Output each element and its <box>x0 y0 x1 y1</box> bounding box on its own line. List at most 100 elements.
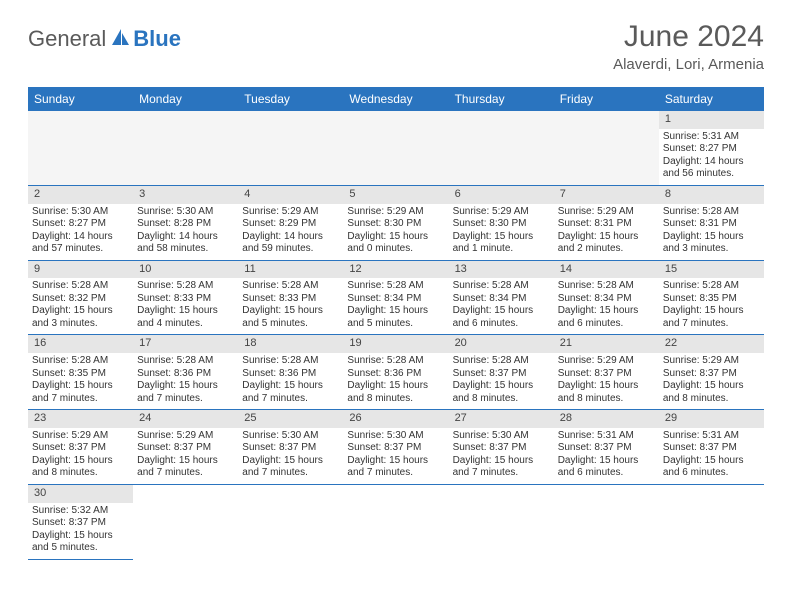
week-row: 2 Sunrise: 5:30 AMSunset: 8:27 PMDaylight… <box>28 185 764 260</box>
day-number: 8 <box>659 186 764 204</box>
day-number: 20 <box>449 335 554 353</box>
day-details: Sunrise: 5:28 AMSunset: 8:35 PMDaylight:… <box>32 355 129 405</box>
day-number: 29 <box>659 410 764 428</box>
day-number: 21 <box>554 335 659 353</box>
day-cell: 28Sunrise: 5:31 AMSunset: 8:37 PMDayligh… <box>554 410 659 485</box>
day-number: 22 <box>659 335 764 353</box>
day-number: 5 <box>343 186 448 204</box>
day-details: Sunrise: 5:29 AMSunset: 8:29 PMDaylight:… <box>242 206 339 256</box>
day-details: Sunrise: 5:28 AMSunset: 8:35 PMDaylight:… <box>663 280 760 330</box>
day-number: 17 <box>133 335 238 353</box>
day-details: Sunrise: 5:29 AMSunset: 8:31 PMDaylight:… <box>558 206 655 256</box>
day-cell: 2 Sunrise: 5:30 AMSunset: 8:27 PMDaylight… <box>28 185 133 260</box>
day-details: Sunrise: 5:28 AMSunset: 8:32 PMDaylight:… <box>32 280 129 330</box>
day-details: Sunrise: 5:30 AMSunset: 8:37 PMDaylight:… <box>242 430 339 480</box>
day-details: Sunrise: 5:29 AMSunset: 8:37 PMDaylight:… <box>137 430 234 480</box>
day-header-row: SundayMondayTuesdayWednesdayThursdayFrid… <box>28 87 764 111</box>
day-cell <box>449 111 554 185</box>
header: General Blue June 2024 Alaverdi, Lori, A… <box>28 20 764 73</box>
day-number: 2 <box>28 186 133 204</box>
logo-text-blue: Blue <box>133 26 181 52</box>
day-header-sunday: Sunday <box>28 87 133 111</box>
day-cell: 27 Sunrise: 5:30 AMSunset: 8:37 PMDayligh… <box>449 410 554 485</box>
week-row: 16 Sunrise: 5:28 AMSunset: 8:35 PMDayligh… <box>28 335 764 410</box>
day-details: Sunrise: 5:30 AMSunset: 8:37 PMDaylight:… <box>453 430 550 480</box>
day-cell: 20 Sunrise: 5:28 AMSunset: 8:37 PMDayligh… <box>449 335 554 410</box>
day-cell: 16 Sunrise: 5:28 AMSunset: 8:35 PMDayligh… <box>28 335 133 410</box>
day-number: 9 <box>28 261 133 279</box>
day-cell <box>659 484 764 559</box>
day-details: Sunrise: 5:29 AMSunset: 8:30 PMDaylight:… <box>347 206 444 256</box>
day-number: 14 <box>554 261 659 279</box>
day-details: Sunrise: 5:31 AMSunset: 8:27 PMDaylight:… <box>663 131 760 181</box>
day-cell <box>238 111 343 185</box>
day-cell: 15Sunrise: 5:28 AMSunset: 8:35 PMDayligh… <box>659 260 764 335</box>
day-cell: 25 Sunrise: 5:30 AMSunset: 8:37 PMDayligh… <box>238 410 343 485</box>
logo-text-general: General <box>28 26 106 52</box>
day-details: Sunrise: 5:28 AMSunset: 8:31 PMDaylight:… <box>663 206 760 256</box>
day-details: Sunrise: 5:29 AMSunset: 8:37 PMDaylight:… <box>663 355 760 405</box>
day-cell: 18 Sunrise: 5:28 AMSunset: 8:36 PMDayligh… <box>238 335 343 410</box>
day-details: Sunrise: 5:28 AMSunset: 8:33 PMDaylight:… <box>137 280 234 330</box>
title-block: June 2024 Alaverdi, Lori, Armenia <box>613 20 764 73</box>
day-number: 1 <box>659 111 764 129</box>
day-cell: 12Sunrise: 5:28 AMSunset: 8:34 PMDayligh… <box>343 260 448 335</box>
day-cell <box>343 484 448 559</box>
day-details: Sunrise: 5:30 AMSunset: 8:37 PMDaylight:… <box>347 430 444 480</box>
day-cell: 10Sunrise: 5:28 AMSunset: 8:33 PMDayligh… <box>133 260 238 335</box>
day-details: Sunrise: 5:28 AMSunset: 8:34 PMDaylight:… <box>558 280 655 330</box>
day-number: 26 <box>343 410 448 428</box>
day-number: 18 <box>238 335 343 353</box>
week-row: 23Sunrise: 5:29 AMSunset: 8:37 PMDayligh… <box>28 410 764 485</box>
day-cell <box>449 484 554 559</box>
day-number: 13 <box>449 261 554 279</box>
day-number: 16 <box>28 335 133 353</box>
day-cell: 3 Sunrise: 5:30 AMSunset: 8:28 PMDaylight… <box>133 185 238 260</box>
day-details: Sunrise: 5:29 AMSunset: 8:37 PMDaylight:… <box>558 355 655 405</box>
day-details: Sunrise: 5:28 AMSunset: 8:37 PMDaylight:… <box>453 355 550 405</box>
week-row: 9Sunrise: 5:28 AMSunset: 8:32 PMDaylight… <box>28 260 764 335</box>
day-number: 24 <box>133 410 238 428</box>
day-cell: 11Sunrise: 5:28 AMSunset: 8:33 PMDayligh… <box>238 260 343 335</box>
day-details: Sunrise: 5:31 AMSunset: 8:37 PMDaylight:… <box>663 430 760 480</box>
day-details: Sunrise: 5:29 AMSunset: 8:30 PMDaylight:… <box>453 206 550 256</box>
calendar-table: SundayMondayTuesdayWednesdayThursdayFrid… <box>28 87 764 560</box>
day-details: Sunrise: 5:28 AMSunset: 8:33 PMDaylight:… <box>242 280 339 330</box>
day-cell: 6 Sunrise: 5:29 AMSunset: 8:30 PMDaylight… <box>449 185 554 260</box>
day-number: 6 <box>449 186 554 204</box>
day-cell: 29 Sunrise: 5:31 AMSunset: 8:37 PMDayligh… <box>659 410 764 485</box>
day-cell: 22 Sunrise: 5:29 AMSunset: 8:37 PMDayligh… <box>659 335 764 410</box>
day-number: 3 <box>133 186 238 204</box>
day-number: 15 <box>659 261 764 279</box>
day-cell: 9Sunrise: 5:28 AMSunset: 8:32 PMDaylight… <box>28 260 133 335</box>
day-details: Sunrise: 5:28 AMSunset: 8:34 PMDaylight:… <box>347 280 444 330</box>
day-number: 25 <box>238 410 343 428</box>
day-details: Sunrise: 5:28 AMSunset: 8:36 PMDaylight:… <box>242 355 339 405</box>
day-number: 23 <box>28 410 133 428</box>
day-cell: 21 Sunrise: 5:29 AMSunset: 8:37 PMDayligh… <box>554 335 659 410</box>
month-title: June 2024 <box>613 20 764 54</box>
day-cell: 13Sunrise: 5:28 AMSunset: 8:34 PMDayligh… <box>449 260 554 335</box>
day-cell: 14Sunrise: 5:28 AMSunset: 8:34 PMDayligh… <box>554 260 659 335</box>
day-header-friday: Friday <box>554 87 659 111</box>
day-details: Sunrise: 5:30 AMSunset: 8:28 PMDaylight:… <box>137 206 234 256</box>
logo: General Blue <box>28 26 181 52</box>
day-cell <box>28 111 133 185</box>
day-header-thursday: Thursday <box>449 87 554 111</box>
day-number: 7 <box>554 186 659 204</box>
day-cell: 26 Sunrise: 5:30 AMSunset: 8:37 PMDayligh… <box>343 410 448 485</box>
day-cell <box>554 111 659 185</box>
day-cell: 5 Sunrise: 5:29 AMSunset: 8:30 PMDaylight… <box>343 185 448 260</box>
day-header-monday: Monday <box>133 87 238 111</box>
day-cell: 7 Sunrise: 5:29 AMSunset: 8:31 PMDaylight… <box>554 185 659 260</box>
logo-sail-icon <box>110 27 132 52</box>
day-number: 27 <box>449 410 554 428</box>
day-cell: 1 Sunrise: 5:31 AMSunset: 8:27 PMDaylight… <box>659 111 764 185</box>
week-row: 1 Sunrise: 5:31 AMSunset: 8:27 PMDaylight… <box>28 111 764 185</box>
day-details: Sunrise: 5:30 AMSunset: 8:27 PMDaylight:… <box>32 206 129 256</box>
day-cell: 23Sunrise: 5:29 AMSunset: 8:37 PMDayligh… <box>28 410 133 485</box>
day-number: 28 <box>554 410 659 428</box>
day-cell <box>343 111 448 185</box>
week-row: 30Sunrise: 5:32 AMSunset: 8:37 PMDayligh… <box>28 484 764 559</box>
day-details: Sunrise: 5:32 AMSunset: 8:37 PMDaylight:… <box>32 505 129 555</box>
